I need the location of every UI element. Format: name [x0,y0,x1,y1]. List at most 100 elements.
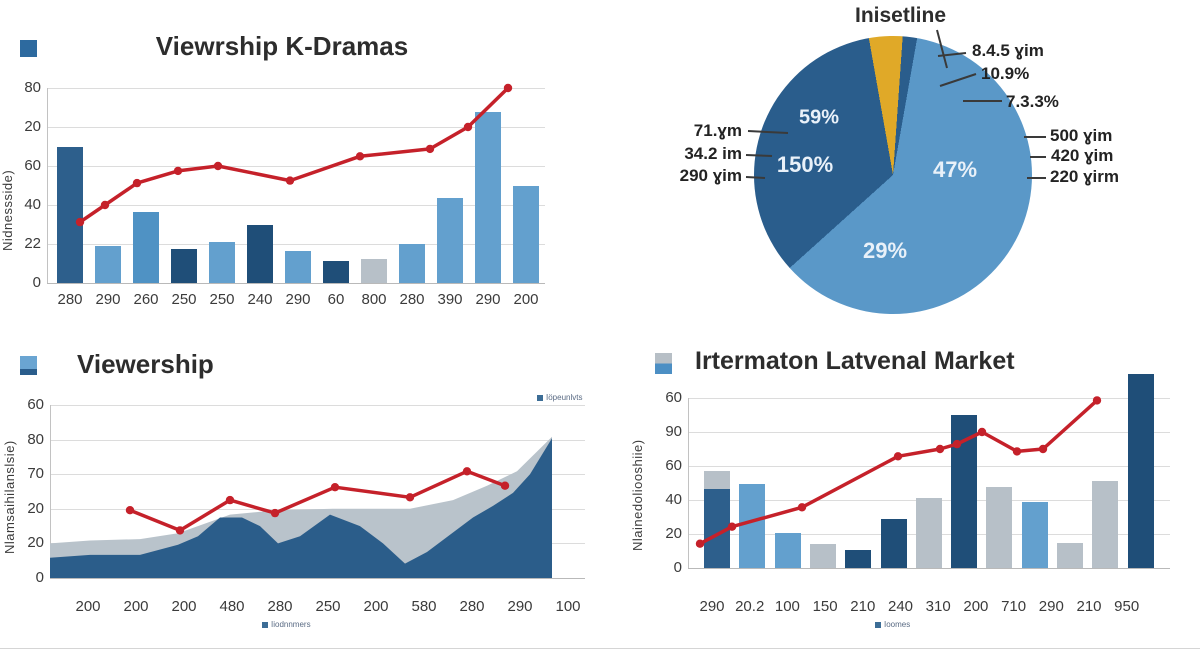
market-xtick-label: 210 [1076,598,1102,615]
pie-chart [754,36,1032,314]
area-ytick-label: 20 [27,499,44,517]
kdrama-bar [209,241,235,283]
kdrama-xtick-label: 260 [133,291,159,308]
kdrama-xtick-label: 60 [327,291,345,308]
market-line-marker [935,444,945,454]
area-line-marker [270,508,280,518]
market-gridline [688,568,1170,569]
market-ytick-label: 60 [665,457,682,474]
kdrama-xtick-label: 390 [437,291,463,308]
pie-callout-label: 220 ɣirm [1050,167,1119,186]
kdrama-bar [247,224,273,283]
mini-legend-area-bottom: Iiodnnmers [262,620,311,629]
kdrama-bar [437,197,463,283]
market-line-marker [893,452,903,461]
market-bar-segment [809,543,836,568]
market-ytick-label: 60 [665,389,682,406]
kdrama-gridline [47,166,545,167]
kdrama-bar [57,146,83,283]
kdrama-gridline [47,244,545,245]
area-gridline [50,508,585,510]
pie-slice-label: 29% [862,238,908,263]
market-gridline [688,432,1170,433]
area-line-marker [125,506,135,515]
kdrama-bar [323,261,349,283]
kdrama-line-marker [132,178,142,188]
market-xtick-label: 950 [1114,598,1140,615]
market-line-marker [1038,444,1048,454]
area-trend-line [128,469,507,533]
area-xtick-label: 290 [507,598,533,615]
market-xtick-label: 290 [1038,598,1064,615]
mini-legend-label: Iiodnnmers [271,620,311,629]
mini-legend-area-top: Iöpeunlvts [537,393,582,402]
kdrama-gridline [47,127,545,128]
market-gridline [688,466,1170,467]
chart-title-kdramas: Viewrship K-Dramas [155,31,409,61]
kdrama-xtick-label: 240 [247,291,273,308]
area-gridline [50,474,585,476]
market-bar-segment [1092,480,1119,568]
market-xtick-label: 240 [887,598,914,615]
area-ytick-label: 20 [27,534,44,552]
mini-legend-label: Ioomes [884,620,911,629]
market-bar-segment [845,549,872,568]
legend-square-icon [537,394,543,401]
area-gray-area [50,436,552,578]
kdrama-xtick-label: 800 [361,291,387,308]
area-ytick-label: 0 [35,569,44,586]
market-bar-segment [1127,373,1154,568]
area-gridline [50,543,585,545]
market-xtick-label: 290 [699,598,725,615]
kdrama-xtick-label: 250 [209,291,235,308]
pie-callout-label: 7.3.3% [1006,92,1059,111]
pie-slice-label: 150% [776,152,834,177]
area-ytick-label: 60 [27,396,44,413]
area-xtick-label: 280 [459,598,485,615]
area-ytick-label: 80 [27,430,44,448]
kdrama-xtick-label: 290 [95,291,121,308]
kdrama-ytick-label: 40 [24,196,41,213]
kdrama-bar [361,258,387,283]
market-xtick-label: 210 [850,598,876,615]
pie-callout-label: 10.9% [981,64,1030,83]
area-xtick-label: 480 [219,598,245,615]
area-xtick-label: 200 [75,598,101,615]
market-line-marker [695,539,705,548]
market-xtick-label: 310 [925,598,951,615]
area-line-marker [500,481,510,490]
legend-swatch-market [655,353,672,374]
pie-slice-label: 47% [932,157,978,182]
market-bar-segment [986,486,1013,568]
pie-slice-label: 59% [798,106,840,129]
kdrama-gridline [47,283,545,284]
kdrama-line-marker [425,144,435,154]
legend-square-icon [262,621,268,628]
area-gridline [50,439,585,441]
kdrama-line-marker [355,152,365,161]
market-gridline [688,398,1170,399]
kdrama-xtick-label: 290 [285,291,311,308]
market-bar-segment [880,519,907,568]
market-bar-segment [951,415,978,568]
pie-callout-label: 71.ɣm [693,121,742,140]
market-ytick-label: 20 [665,525,682,542]
chart-title-market: Irtermaton Latvenal Market [695,347,1015,375]
area-ytick-label: 70 [27,465,44,483]
market-line-marker [797,503,807,512]
kdrama-xtick-label: 250 [171,291,197,308]
area-gridline [50,578,585,579]
area-xtick-label: 200 [171,598,197,615]
kdrama-xtick-label: 280 [57,291,83,308]
area-xtick-label: 580 [411,598,437,615]
market-xtick-label: 710 [1001,598,1027,615]
kdrama-ytick-label: 22 [24,235,41,252]
kdrama-line-marker [285,176,295,185]
market-bar-segment [915,497,942,568]
market-bar-segment [739,484,766,568]
area-xtick-label: 280 [267,598,293,615]
market-y-axis [688,398,689,568]
market-bar-segment [1021,502,1048,568]
area-line-marker [175,526,185,535]
kdrama-bar [399,244,425,283]
